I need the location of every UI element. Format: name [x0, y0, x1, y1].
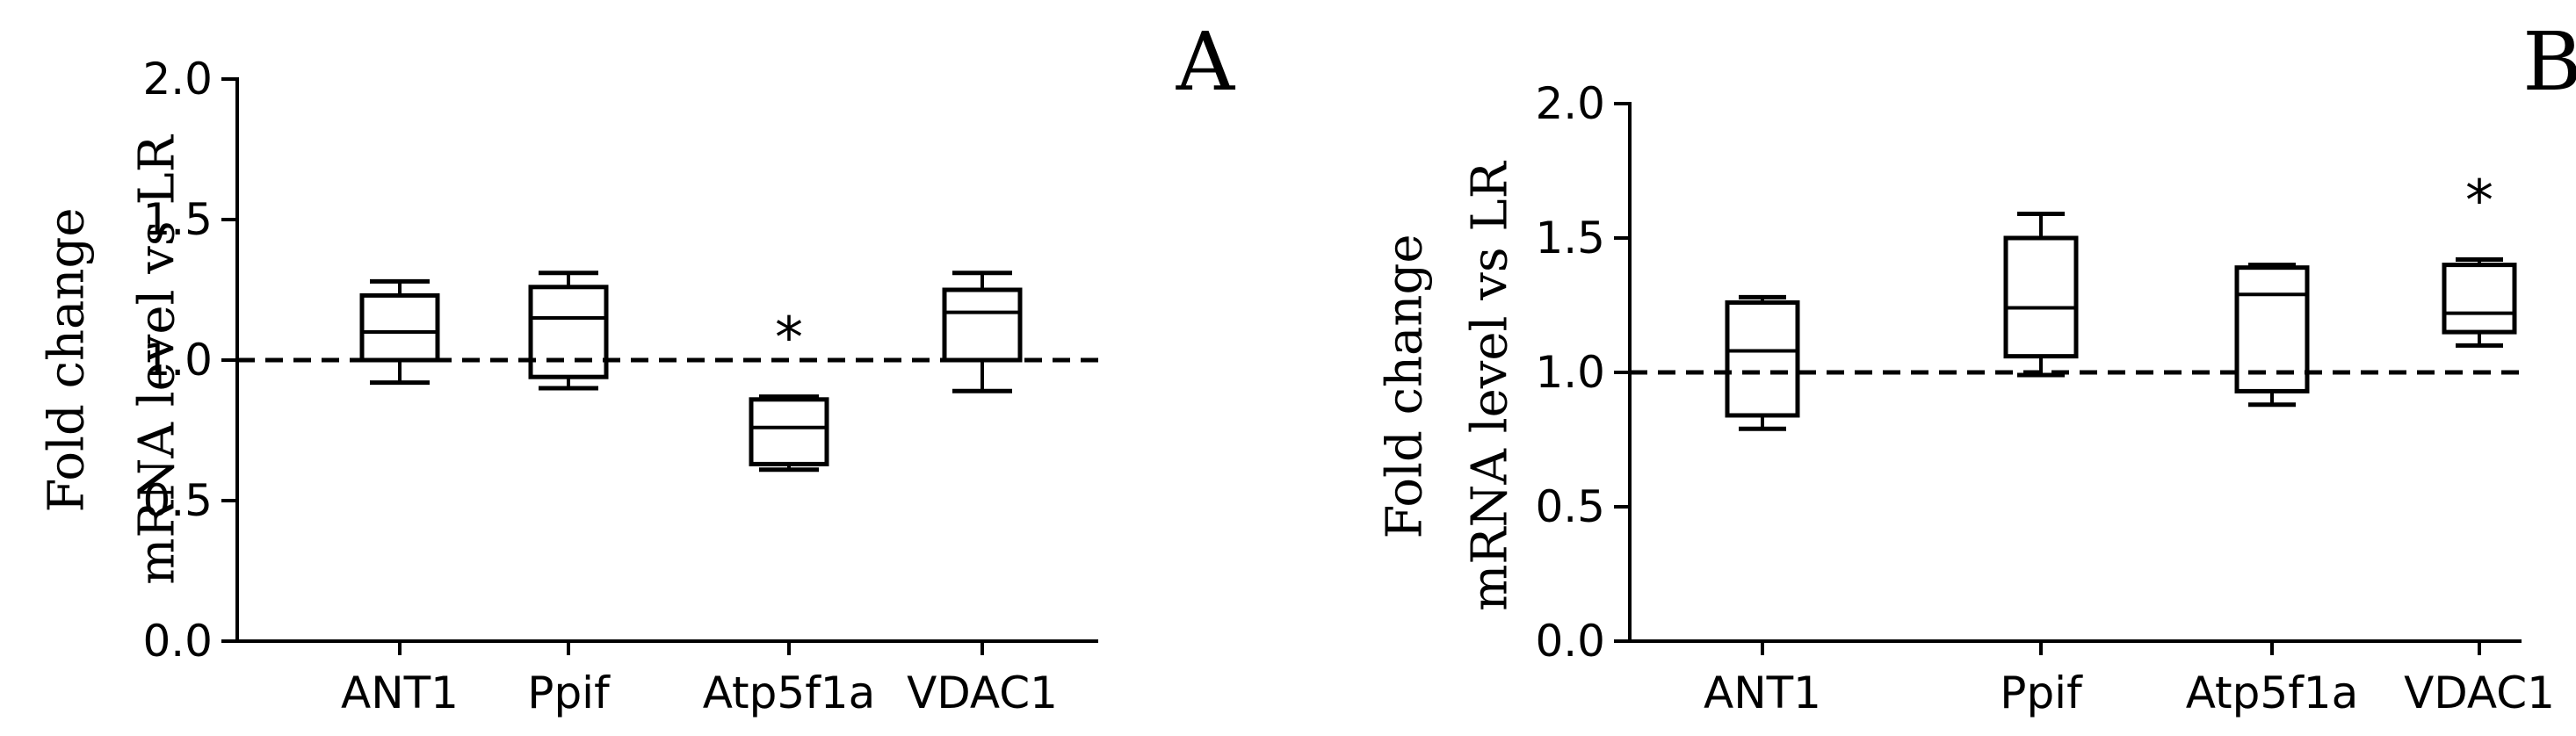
x-category-label: Ppif — [527, 667, 611, 718]
significance-asterisk: * — [775, 307, 803, 372]
y-axis-label-line-1: Fold change — [1377, 235, 1434, 539]
box-iqr — [2234, 265, 2310, 393]
x-category-label: ANT1 — [341, 667, 459, 718]
box-iqr — [528, 285, 609, 379]
significance-asterisk: * — [2465, 169, 2493, 234]
x-category-label: VDAC1 — [907, 667, 1058, 718]
y-tick-label: 0.5 — [1535, 481, 1605, 532]
y-tick-label: 0.0 — [142, 616, 213, 667]
box-iqr — [942, 287, 1023, 363]
box-iqr — [749, 397, 829, 466]
box-iqr — [1725, 299, 1800, 418]
box-iqr — [2003, 235, 2079, 359]
y-tick-label: 1.0 — [142, 335, 213, 386]
x-category-label: Atp5f1a — [2186, 667, 2359, 718]
y-tick-label: 1.5 — [1535, 213, 1605, 263]
panel-a-box-plot: 0.0 0.5 1.0 1.5 2.0 ANT1 Ppif Atp5f1a VDAC1 Fold … — [39, 15, 1236, 718]
y-tick-label: 2.0 — [1535, 78, 1605, 129]
panel-b-box-plot: 0.0 0.5 1.0 1.5 2.0 ANT1 Ppif Atp5f1a VDAC1 Fold … — [1377, 15, 2576, 718]
y-axis-label-line-2: mRNA level vs LR — [1462, 160, 1519, 610]
y-tick-label: 1.5 — [142, 194, 213, 245]
box-iqr — [359, 292, 440, 363]
y-axis-label-line-2: mRNA level vs LR — [129, 133, 186, 584]
x-category-label: VDAC1 — [2404, 667, 2555, 718]
y-tick-label: 0.5 — [142, 475, 213, 526]
box-iqr — [2442, 263, 2517, 335]
panel-letter: B — [2522, 15, 2576, 109]
y-tick-label: 2.0 — [142, 54, 213, 105]
x-category-label: Ppif — [2000, 667, 2083, 718]
y-tick-label: 0.0 — [1535, 616, 1605, 667]
x-category-label: Atp5f1a — [703, 667, 876, 718]
x-category-label: ANT1 — [1704, 667, 1821, 718]
y-tick-label: 1.0 — [1535, 347, 1605, 398]
y-axis-label-line-1: Fold change — [39, 208, 96, 513]
panel-letter: A — [1176, 15, 1236, 109]
